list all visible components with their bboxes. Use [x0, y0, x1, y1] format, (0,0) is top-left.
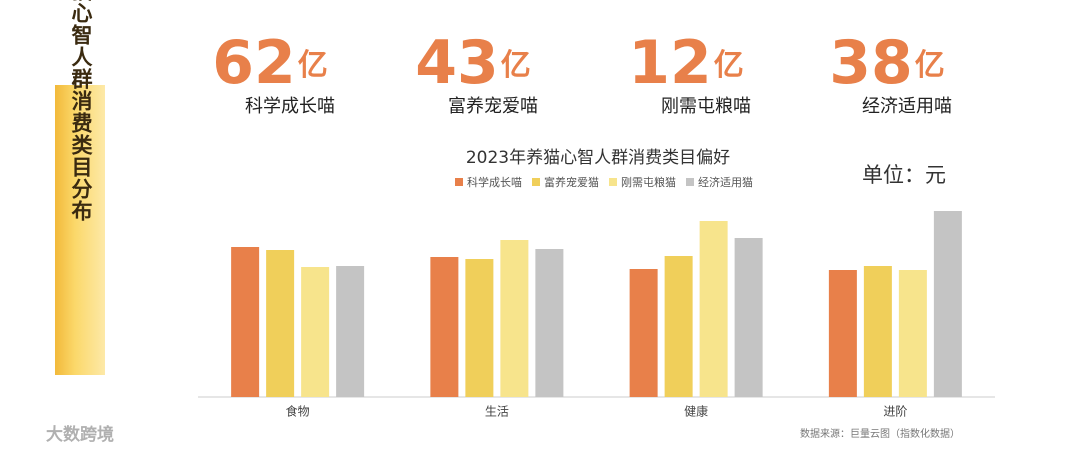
stat-unit: 亿	[714, 48, 744, 83]
x-tick-label: 健康	[684, 404, 708, 419]
bar	[933, 211, 962, 397]
bar	[301, 267, 330, 397]
stat-value: 62亿	[212, 28, 328, 98]
legend-label: 刚需屯粮猫	[621, 175, 676, 189]
stat-number: 12	[628, 28, 712, 98]
stat-unit: 亿	[298, 48, 328, 83]
chart-title: 2023年养猫心智人群消费类目偏好	[466, 148, 730, 168]
bar	[699, 221, 728, 397]
bar	[231, 247, 260, 397]
stat-unit: 亿	[501, 48, 531, 83]
bar	[266, 250, 295, 397]
source: 数据来源：巨量云图（指数化数据）	[800, 427, 960, 440]
stat-label: 经济适用喵	[862, 96, 952, 117]
bar	[828, 270, 857, 397]
x-tick-label: 生活	[485, 405, 509, 419]
stat-number: 62	[212, 28, 296, 98]
stat-label: 科学成长喵	[245, 96, 335, 117]
legend-label: 富养宠爱猫	[544, 175, 599, 189]
bar	[465, 259, 494, 397]
side-title: 养猫心智人群消费类目分布	[69, 0, 94, 222]
legend-label: 科学成长喵	[467, 175, 522, 189]
legend-swatch	[686, 178, 694, 186]
bar	[336, 266, 365, 397]
stat-value: 38亿	[829, 28, 945, 98]
stat-value: 12亿	[628, 28, 744, 98]
stat-label: 富养宠爱喵	[448, 96, 538, 117]
bar	[863, 266, 892, 397]
bar	[629, 269, 658, 397]
logo: 大数跨境	[46, 424, 114, 445]
x-tick-label: 食物	[286, 404, 310, 419]
legend-swatch	[532, 178, 540, 186]
legend-label: 经济适用猫	[698, 175, 753, 189]
bar	[535, 249, 564, 397]
bar	[898, 270, 927, 397]
stat-number: 43	[415, 28, 499, 98]
bar	[734, 238, 763, 397]
side-banner	[55, 85, 105, 375]
stat-number: 38	[829, 28, 913, 98]
stat-label: 刚需屯粮喵	[661, 96, 751, 117]
stat-unit: 亿	[915, 48, 945, 83]
x-tick-label: 进阶	[883, 405, 907, 419]
legend-swatch	[609, 178, 617, 186]
bar	[430, 257, 459, 397]
bar	[500, 240, 529, 397]
legend-swatch	[455, 178, 463, 186]
unit-label: 单位：元	[862, 163, 946, 187]
stat-value: 43亿	[415, 28, 531, 98]
bar	[664, 256, 693, 397]
